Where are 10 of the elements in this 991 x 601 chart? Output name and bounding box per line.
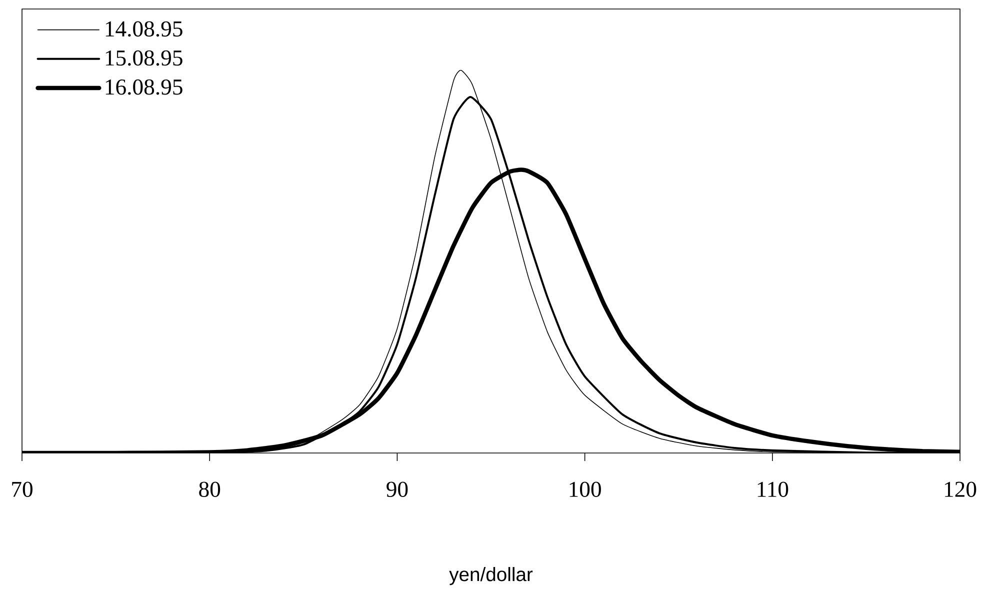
legend-label: 16.08.95: [106, 79, 182, 95]
legend-label: 14.08.95: [106, 21, 182, 37]
x-tick-label: 100: [570, 482, 601, 498]
x-tick-label: 120: [944, 482, 976, 498]
x-axis-title: yen/dollar: [449, 567, 533, 586]
x-tick-label: 80: [199, 482, 220, 498]
x-tick-label: 110: [758, 482, 788, 498]
x-tick-label: 90: [386, 482, 408, 498]
legend-label: 15.08.95: [106, 50, 182, 66]
x-tick-label: 70: [12, 482, 32, 498]
